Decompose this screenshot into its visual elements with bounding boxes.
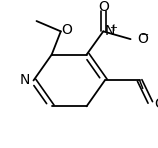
Text: O: O (154, 97, 158, 111)
Text: O: O (61, 23, 72, 37)
Text: N: N (105, 24, 115, 38)
Text: O: O (98, 0, 109, 14)
Text: O: O (137, 32, 148, 46)
Text: +: + (109, 22, 117, 33)
Text: −: − (141, 30, 149, 40)
Text: N: N (19, 73, 30, 87)
